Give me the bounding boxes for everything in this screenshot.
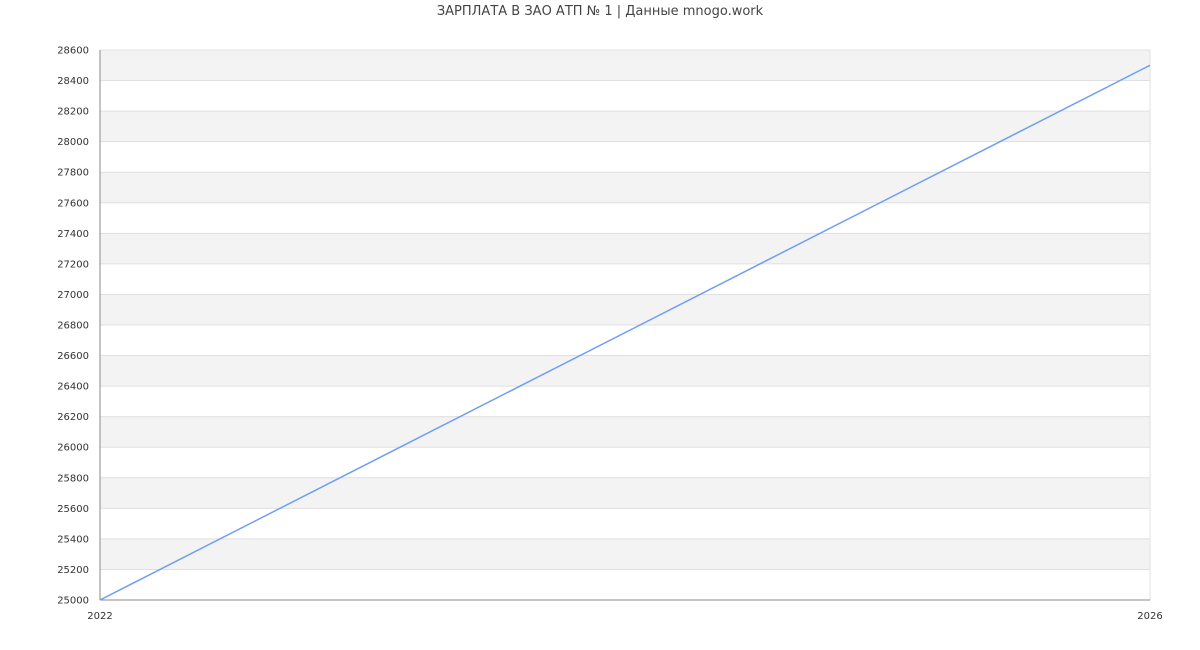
grid-band <box>100 355 1150 387</box>
chart-title: ЗАРПЛАТА В ЗАО АТП № 1 | Данные mnogo.wo… <box>436 4 764 19</box>
y-tick-label: 25600 <box>57 504 89 515</box>
y-tick-label: 25800 <box>57 473 89 484</box>
y-tick-label: 26600 <box>57 351 89 362</box>
y-tick-label: 27400 <box>57 229 89 240</box>
x-tick-label: 2022 <box>87 611 112 622</box>
y-tick-label: 27800 <box>57 168 89 179</box>
y-tick-label: 28000 <box>57 137 89 148</box>
y-tick-label: 28400 <box>57 76 89 87</box>
x-tick-label: 2026 <box>1137 611 1162 622</box>
y-tick-label: 25000 <box>57 596 89 607</box>
series-line <box>99 64 1151 601</box>
y-tick-label: 26800 <box>57 321 89 332</box>
y-tick-label: 28200 <box>57 107 89 118</box>
y-tick-label: 27000 <box>57 290 89 301</box>
grid-band <box>100 416 1150 448</box>
y-tick-label: 25200 <box>57 565 89 576</box>
y-tick-label: 26000 <box>57 443 89 454</box>
y-tick-label: 27200 <box>57 259 89 270</box>
grid-band <box>100 50 1150 81</box>
y-tick-label: 26400 <box>57 382 89 393</box>
grid-band <box>100 477 1150 509</box>
grid-band <box>100 538 1150 570</box>
y-tick-label: 27600 <box>57 198 89 209</box>
y-tick-label: 25400 <box>57 534 89 545</box>
grid-band <box>100 294 1150 325</box>
y-tick-label: 26200 <box>57 412 89 423</box>
grid-band <box>100 172 1150 203</box>
grid-band <box>100 111 1150 142</box>
y-tick-label: 28600 <box>57 46 89 57</box>
grid-band <box>100 233 1150 264</box>
